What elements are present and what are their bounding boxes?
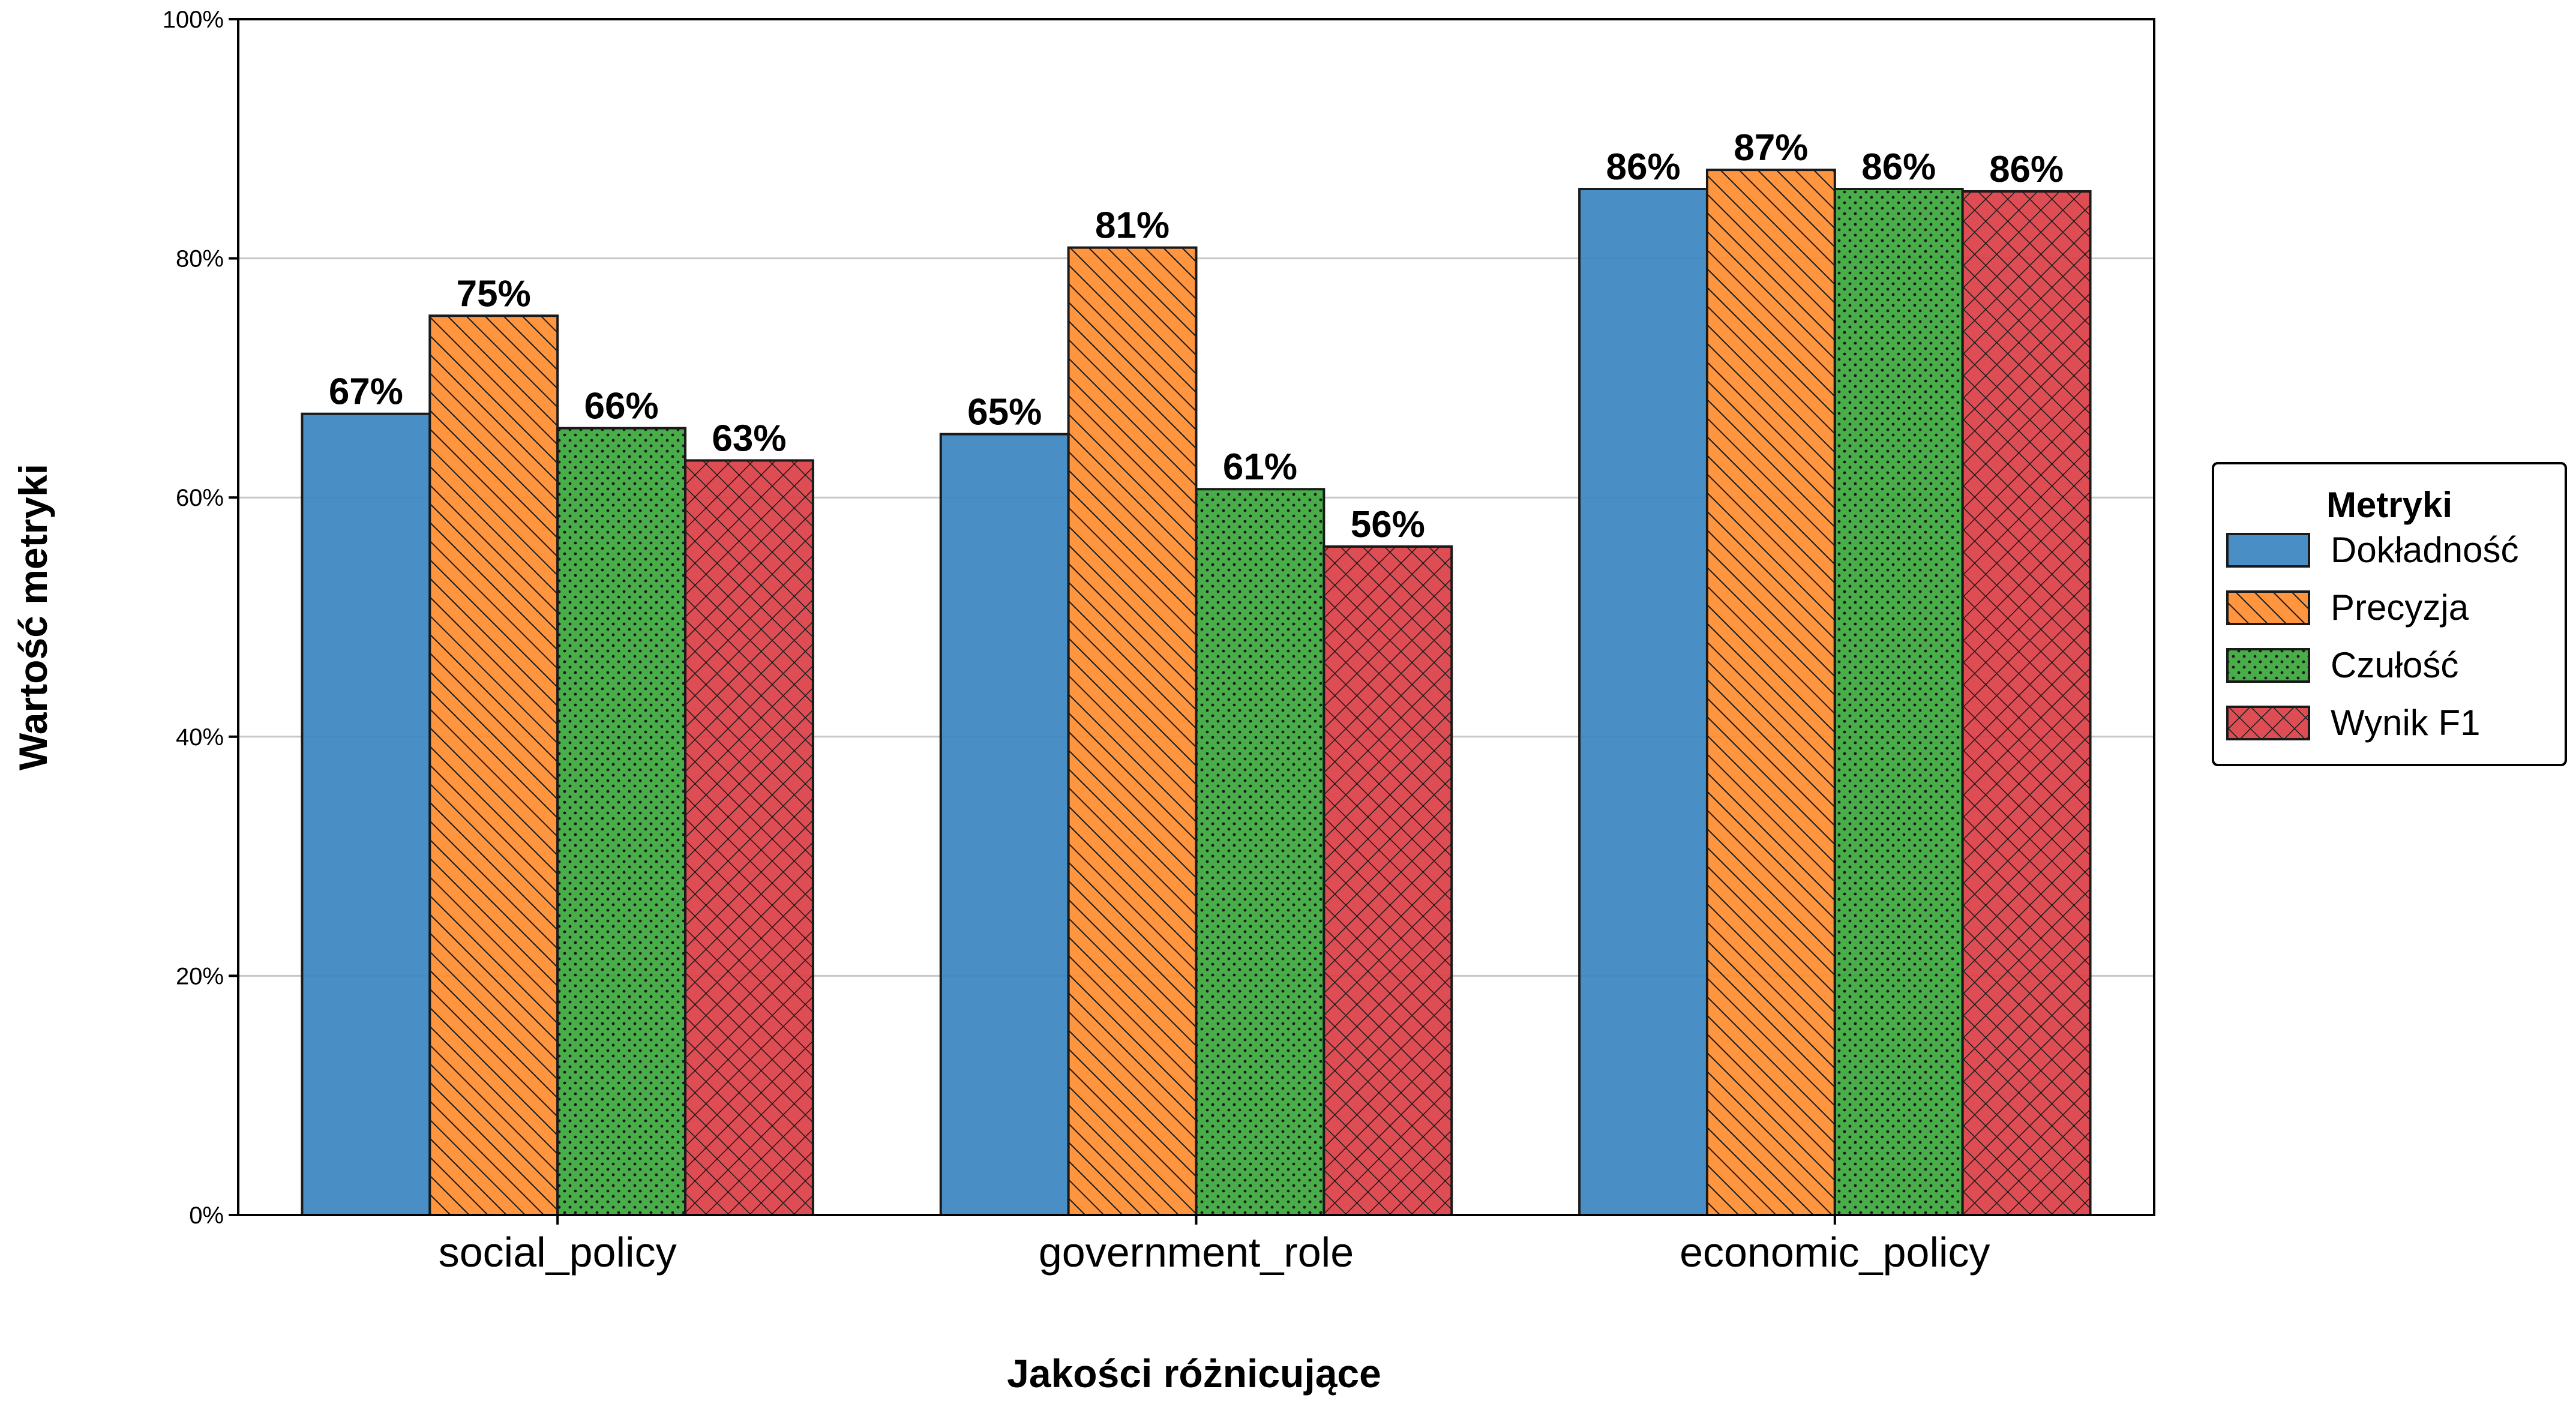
bar-pattern	[557, 428, 686, 1216]
legend-swatch-pattern	[2227, 649, 2309, 682]
data-label: 87%	[1734, 127, 1808, 169]
data-label: 86%	[1861, 146, 1936, 188]
y-tick-label: 40%	[176, 724, 224, 751]
bar-pattern	[685, 460, 813, 1215]
data-label: 56%	[1351, 504, 1425, 545]
y-tick-label: 0%	[189, 1202, 224, 1229]
legend-label: Dokładność	[2331, 530, 2519, 570]
x-tick-label: social_policy	[439, 1229, 677, 1276]
legend-swatch-outline	[2226, 590, 2310, 625]
bar-pattern	[1962, 191, 2091, 1216]
legend-swatch-outline	[2226, 533, 2310, 568]
bar-pattern	[1068, 247, 1196, 1216]
y-axis-ticks: 0% 20% 40% 60% 80% 100%	[163, 7, 238, 1229]
y-tick-label: 60%	[176, 485, 224, 511]
legend-swatch-pattern	[2227, 592, 2309, 624]
bar-pattern	[1707, 170, 1835, 1215]
bar-pattern	[1324, 546, 1452, 1215]
legend: Metryki Dokładność Precyzja Czułość Wynik F…	[2212, 462, 2567, 766]
legend-label: Wynik F1	[2331, 703, 2481, 743]
plot-area-frame	[237, 18, 2155, 1216]
bar-pattern	[1196, 489, 1324, 1215]
y-tick-label: 100%	[163, 7, 224, 33]
data-label: 75%	[457, 273, 531, 314]
legend-title: Metryki	[2326, 485, 2452, 525]
bar-dokładność-government_role	[940, 434, 1069, 1215]
data-label: 61%	[1223, 446, 1297, 488]
data-label: 86%	[1989, 149, 2064, 190]
bar-pattern	[1834, 189, 1963, 1216]
bars-group: 67% 75% 66% 63% 65% 81% 61% 56% 86% 87% 86% 86%	[301, 127, 2092, 1217]
legend-swatch	[2227, 534, 2309, 566]
legend-label: Precyzja	[2331, 587, 2469, 628]
data-label: 81%	[1095, 205, 1169, 247]
x-tick-label: government_role	[1039, 1229, 1354, 1276]
legend-swatch-outline	[2226, 648, 2310, 683]
legend-swatch-pattern	[2227, 707, 2309, 739]
data-label: 67%	[329, 371, 403, 413]
bar-dokładność-economic_policy	[1579, 189, 1707, 1216]
legend-swatch-outline	[2226, 706, 2310, 740]
y-tick-label: 80%	[176, 246, 224, 272]
bar-pattern	[430, 316, 558, 1216]
legend-label: Czułość	[2331, 645, 2458, 685]
x-axis-title: Jakości różnicujące	[1007, 1351, 1381, 1396]
y-axis-title: Wartość metryki	[11, 464, 55, 770]
data-label: 63%	[712, 418, 786, 459]
data-label: 86%	[1606, 146, 1680, 188]
data-label: 65%	[967, 392, 1042, 433]
y-tick-label: 20%	[176, 963, 224, 989]
x-axis-ticks: social_policy government_role economic_pol…	[439, 1215, 1990, 1276]
data-label: 66%	[584, 386, 659, 427]
x-tick-label: economic_policy	[1680, 1229, 1990, 1276]
bar-dokładność-social_policy	[302, 413, 430, 1216]
legend-items: Dokładność Precyzja Czułość Wynik F1	[2226, 530, 2519, 743]
